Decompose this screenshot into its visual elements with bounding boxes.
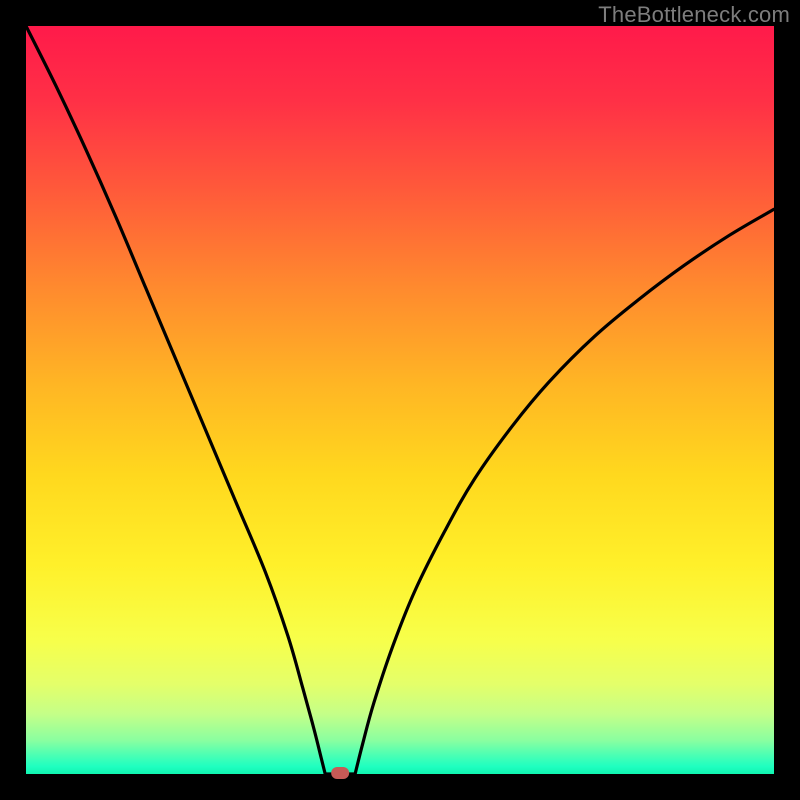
optimum-marker xyxy=(331,767,349,779)
gradient-panel xyxy=(26,26,774,774)
chart-stage: TheBottleneck.com xyxy=(0,0,800,800)
watermark-text: TheBottleneck.com xyxy=(598,2,790,28)
bottleneck-chart-svg xyxy=(0,0,800,800)
